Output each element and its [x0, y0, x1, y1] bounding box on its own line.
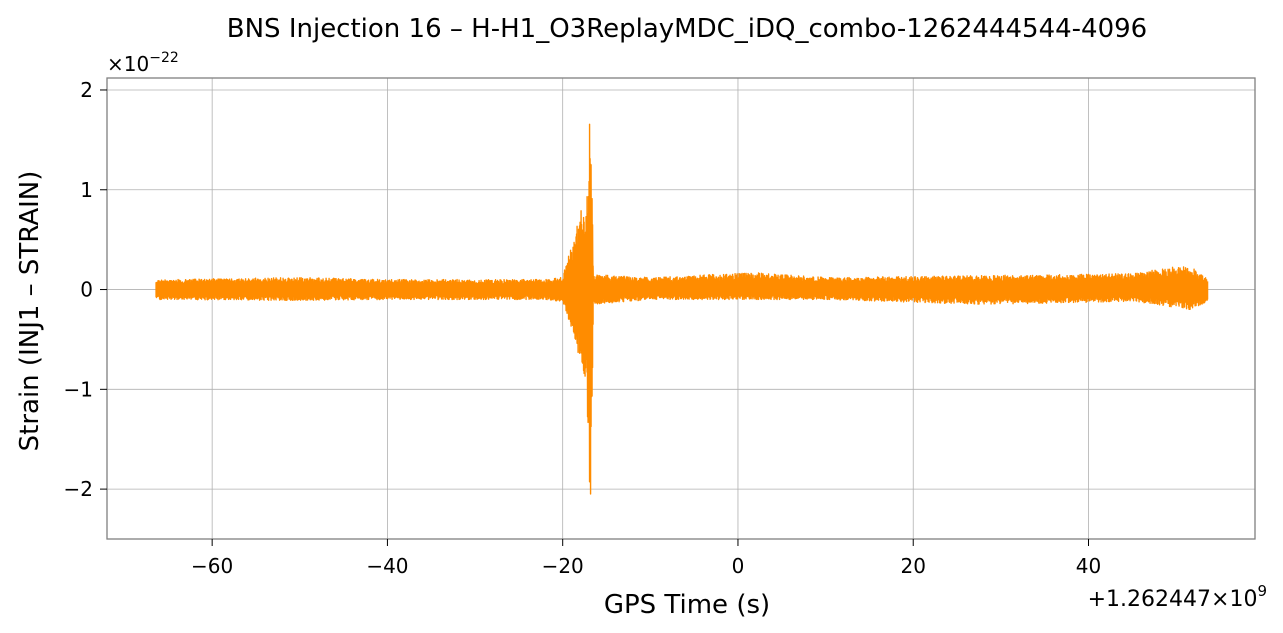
series-layer [155, 123, 1209, 495]
chart-title: BNS Injection 16 – H-H1_O3ReplayMDC_iDQ_… [227, 14, 1147, 44]
y-scale-factor: ×10−22 [107, 50, 179, 76]
plot-frame [106, 77, 1256, 540]
y-tick-label: 1 [80, 178, 93, 202]
y-scale-exponent: −22 [149, 50, 179, 66]
y-tick-label: −2 [64, 477, 93, 501]
y-scale-base: ×10 [107, 52, 149, 76]
y-tick-label: 0 [80, 278, 93, 302]
y-tick-label: 2 [80, 78, 93, 102]
x-tick-label: 0 [732, 554, 745, 578]
ticks: −60 −40 −20 0 20 40 2 1 0 −1 −2 [64, 78, 1102, 578]
series-line [155, 123, 1209, 495]
y-axis-label: Strain (INJ1 – STRAIN) [15, 171, 45, 452]
x-tick-label: −20 [542, 554, 584, 578]
y-tick-label: −1 [64, 377, 93, 401]
x-offset-base: +1.262447×10 [1088, 587, 1258, 612]
x-offset-text: +1.262447×109 [1088, 582, 1267, 612]
x-tick-label: 40 [1076, 554, 1101, 578]
x-tick-label: −60 [191, 554, 233, 578]
x-tick-label: −40 [366, 554, 408, 578]
x-offset-exponent: 9 [1257, 582, 1267, 600]
x-tick-label: 20 [901, 554, 926, 578]
x-axis-label: GPS Time (s) [604, 590, 770, 620]
